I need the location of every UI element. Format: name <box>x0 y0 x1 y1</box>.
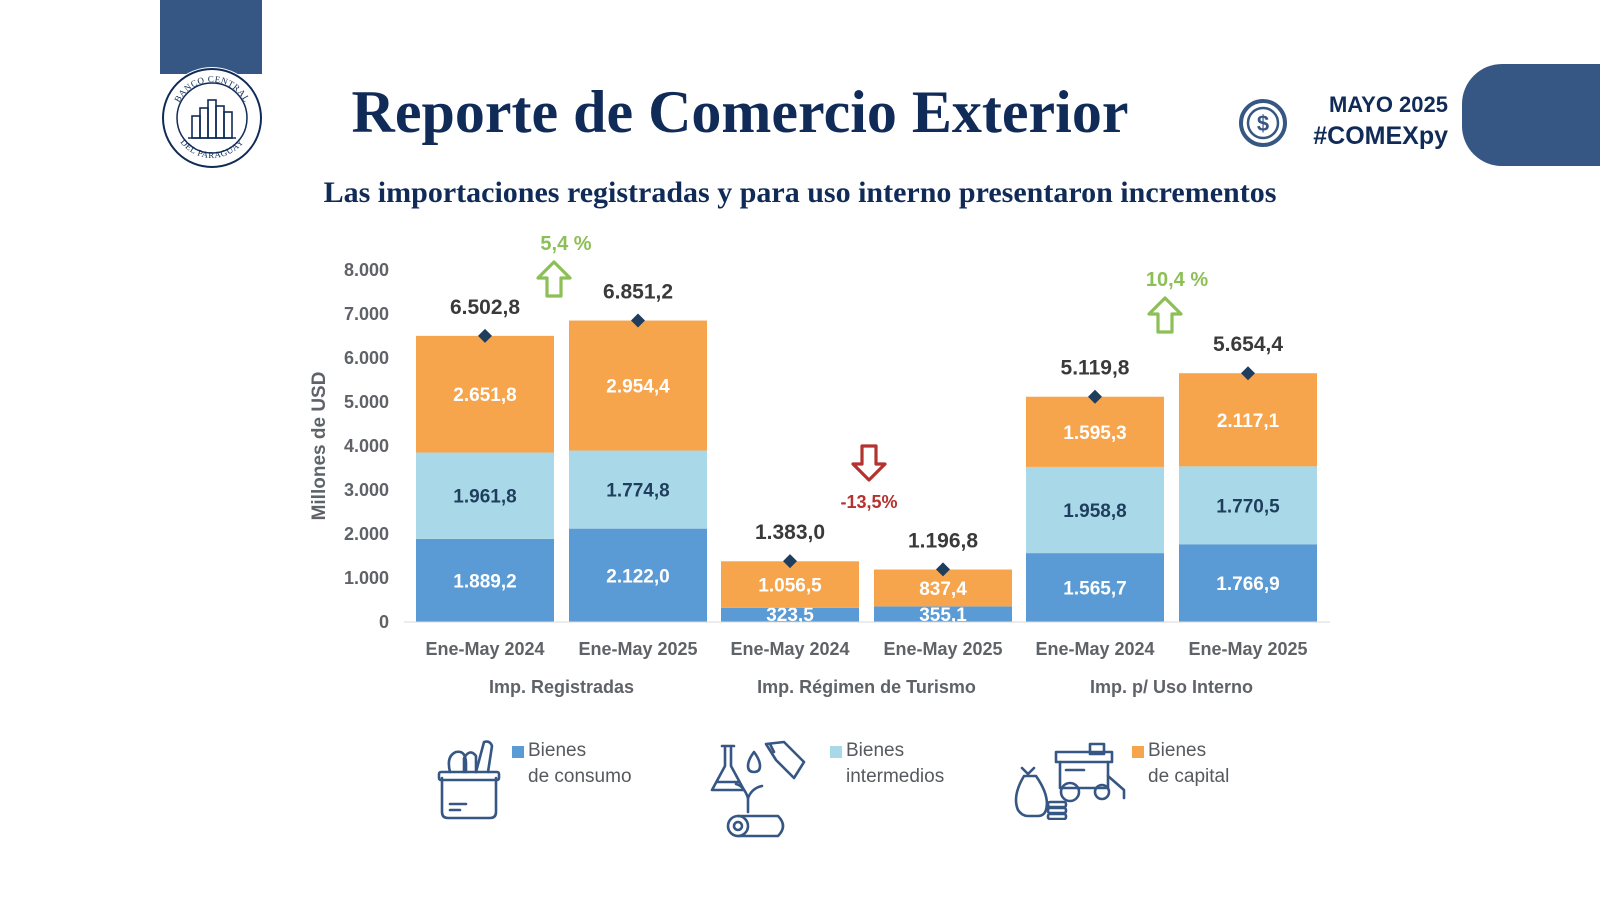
bar-segment-3 <box>416 335 554 453</box>
legend-label-line2: de capital <box>1148 766 1230 787</box>
segment-value-label: 2.651,8 <box>453 385 516 406</box>
page-title: Reporte de Comercio Exterior <box>351 79 1129 145</box>
svg-text:$: $ <box>1257 111 1269 136</box>
y-tick-label: 5.000 <box>344 392 389 412</box>
change-percent-label: 5,4 % <box>540 233 591 255</box>
x-category-label: Ene-May 2025 <box>578 639 697 659</box>
bar-segment-1 <box>721 607 859 622</box>
y-tick-label: 0 <box>379 612 389 632</box>
segment-value-label: 837,4 <box>919 579 967 600</box>
header-corner-tab <box>160 0 262 74</box>
y-tick-label: 2.000 <box>344 524 389 544</box>
header-right-band <box>1462 64 1600 166</box>
bar-segment-3 <box>721 561 859 608</box>
x-group-label: Imp. Registradas <box>489 677 634 697</box>
segment-value-label: 2.954,4 <box>606 377 670 398</box>
segment-value-label: 355,1 <box>919 605 967 626</box>
segment-value-label: 1.774,8 <box>606 481 669 502</box>
total-marker <box>783 554 797 569</box>
x-group-label: Imp. p/ Uso Interno <box>1090 677 1253 697</box>
change-up-arrow-icon <box>536 260 572 298</box>
total-value-label: 1.383,0 <box>755 521 825 544</box>
segment-value-label: 2.122,0 <box>606 566 669 587</box>
x-category-label: Ene-May 2024 <box>425 639 544 659</box>
legend-swatch-consumo <box>512 746 524 758</box>
y-tick-label: 8.000 <box>344 260 389 280</box>
bar-segment-2 <box>416 452 554 539</box>
segment-value-label: 1.565,7 <box>1063 579 1126 600</box>
page-subtitle: Las importaciones registradas y para uso… <box>323 176 1277 209</box>
segment-value-label: 1.889,2 <box>453 571 516 592</box>
dollar-coin-icon: $ <box>1239 99 1287 147</box>
total-value-label: 5.119,8 <box>1061 357 1130 380</box>
legend-swatch-capital <box>1132 746 1144 758</box>
bar-segment-2 <box>1179 466 1317 545</box>
change-percent-label: -13,5% <box>840 492 897 512</box>
x-group-label: Imp. Régimen de Turismo <box>757 677 976 697</box>
total-value-label: 5.654,4 <box>1213 333 1283 356</box>
x-category-label: Ene-May 2024 <box>1035 639 1154 659</box>
bar-segment-1 <box>1179 544 1317 622</box>
segment-value-label: 1.961,8 <box>453 487 516 508</box>
harvester-money-icon <box>1014 742 1126 820</box>
bar-segment-1 <box>569 528 707 622</box>
bar-segment-3 <box>569 320 707 451</box>
change-down-arrow-icon <box>851 444 887 482</box>
total-value-label: 6.502,8 <box>450 296 520 319</box>
legend-label-line1: Bienes <box>846 740 905 761</box>
x-category-label: Ene-May 2024 <box>730 639 849 659</box>
x-category-label: Ene-May 2025 <box>1188 639 1307 659</box>
y-tick-label: 1.000 <box>344 568 389 588</box>
total-marker <box>936 562 950 577</box>
legend-label-line1: Bienes <box>1148 740 1207 761</box>
total-marker <box>1088 389 1102 404</box>
lab-fuel-wood-icon <box>710 740 806 838</box>
bar-segment-2 <box>569 450 707 529</box>
change-up-arrow-icon <box>1147 296 1183 334</box>
segment-value-label: 1.056,5 <box>758 576 822 597</box>
segment-value-label: 1.766,9 <box>1216 574 1279 595</box>
segment-value-label: 1.595,3 <box>1063 423 1126 444</box>
bar-segment-1 <box>416 538 554 622</box>
grocery-bag-icon <box>437 740 501 820</box>
total-value-label: 1.196,8 <box>908 529 978 552</box>
total-marker <box>631 313 645 328</box>
legend-swatch-intermedios <box>830 746 842 758</box>
central-bank-seal-logo: BANCO CENTRAL DEL PARAGUAY <box>161 67 263 169</box>
bar-segment-3 <box>1026 396 1164 467</box>
legend-label-line2: de consumo <box>528 766 632 787</box>
report-hashtag: #COMEXpy <box>1313 122 1448 150</box>
legend-label-line1: Bienes <box>528 740 587 761</box>
y-tick-label: 3.000 <box>344 480 389 500</box>
segment-value-label: 1.770,5 <box>1216 496 1280 517</box>
segment-value-label: 2.117,1 <box>1217 411 1280 432</box>
report-date: MAYO 2025 <box>1328 92 1448 117</box>
x-category-label: Ene-May 2025 <box>883 639 1002 659</box>
bar-segment-2 <box>1026 466 1164 554</box>
total-marker <box>478 328 492 343</box>
bar-segment-3 <box>1179 373 1317 467</box>
y-tick-label: 4.000 <box>344 436 389 456</box>
change-percent-label: 10,4 % <box>1146 269 1208 291</box>
total-value-label: 6.851,2 <box>603 281 673 304</box>
bar-segment-1 <box>874 606 1012 622</box>
y-tick-label: 6.000 <box>344 348 389 368</box>
bar-segment-1 <box>1026 553 1164 622</box>
total-marker <box>1241 366 1255 381</box>
y-tick-label: 7.000 <box>344 304 389 324</box>
y-axis-title: Millones de USD <box>309 372 330 521</box>
segment-value-label: 1.958,8 <box>1063 501 1126 522</box>
segment-value-label: 323,5 <box>766 605 814 626</box>
legend-label-line2: intermedios <box>846 766 945 787</box>
